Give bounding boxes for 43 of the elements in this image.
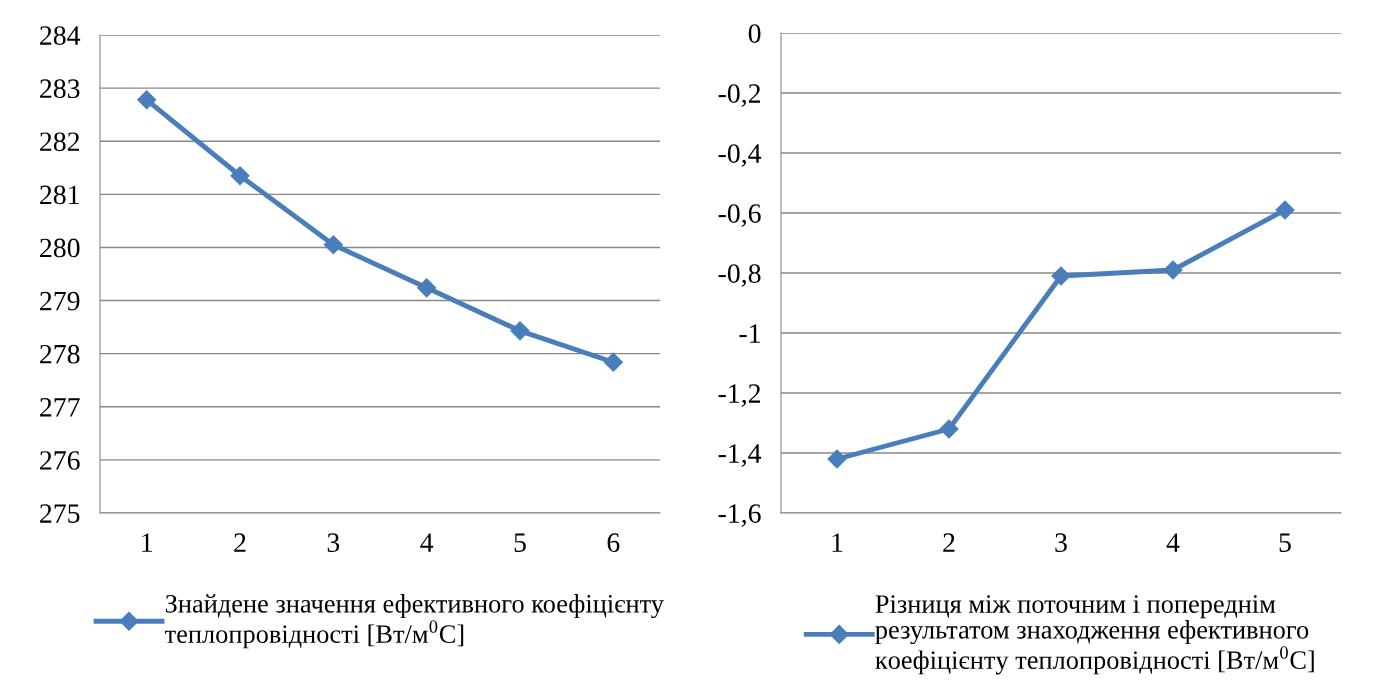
y-tick-label: 277 bbox=[40, 398, 80, 417]
x-tick-label: 5 bbox=[1279, 533, 1291, 552]
x-tick-label: 3 bbox=[1055, 533, 1067, 552]
x-tick-label: 4 bbox=[420, 533, 434, 552]
y-tick-label: 275 bbox=[40, 504, 80, 523]
legend-label: Знайдене значення ефективного коефіцієнту теплопровідності [Вт/м$^{0}$C] bbox=[165, 594, 664, 649]
x-tick-label: 5 bbox=[514, 533, 526, 552]
y-tick-label: 283 bbox=[40, 79, 80, 99]
point bbox=[323, 235, 343, 255]
y-tick-label: -1,6 bbox=[718, 504, 761, 527]
point bbox=[1163, 260, 1183, 280]
y-tick-label: 281 bbox=[40, 185, 79, 205]
y-tick-label: -1,2 bbox=[718, 384, 761, 407]
x-tick-label: 2 bbox=[234, 533, 246, 552]
point bbox=[1051, 266, 1071, 286]
y-tick-label: 280 bbox=[40, 238, 80, 258]
y-tick-label: 278 bbox=[40, 344, 80, 364]
y-tick-label: -0,8 bbox=[718, 264, 761, 287]
point bbox=[1275, 200, 1295, 220]
y-tick-label: -0,6 bbox=[718, 204, 761, 227]
point bbox=[603, 352, 623, 372]
legend-label: Різниця між поточним і попереднім результатом знаходження ефективного коефіцієнту теплопровідності [Вт/м$^{0}$C] bbox=[875, 595, 1314, 675]
y-tick-label: 0 bbox=[748, 24, 761, 43]
y-tick-label: 279 bbox=[40, 291, 80, 311]
point bbox=[417, 278, 437, 298]
x-tick-label: 3 bbox=[327, 533, 340, 552]
x-tick-label: 1 bbox=[832, 533, 843, 552]
y-tick-label: -1,4 bbox=[718, 444, 762, 467]
y-tick-label: 284 bbox=[40, 26, 81, 45]
point bbox=[510, 321, 530, 341]
y-tick-label: -0,2 bbox=[718, 84, 761, 107]
x-tick-label: 6 bbox=[607, 533, 620, 552]
x-tick-label: 1 bbox=[142, 533, 152, 552]
point bbox=[230, 166, 250, 186]
point bbox=[827, 449, 847, 469]
y-tick-label: -1 bbox=[739, 324, 760, 343]
point bbox=[137, 90, 157, 110]
point bbox=[939, 419, 959, 439]
y-tick-label: -0,4 bbox=[718, 144, 762, 167]
x-tick-label: 4 bbox=[1166, 533, 1180, 552]
y-tick-label: 276 bbox=[40, 451, 80, 470]
x-tick-label: 2 bbox=[943, 533, 955, 552]
y-tick-label: 282 bbox=[40, 132, 80, 152]
